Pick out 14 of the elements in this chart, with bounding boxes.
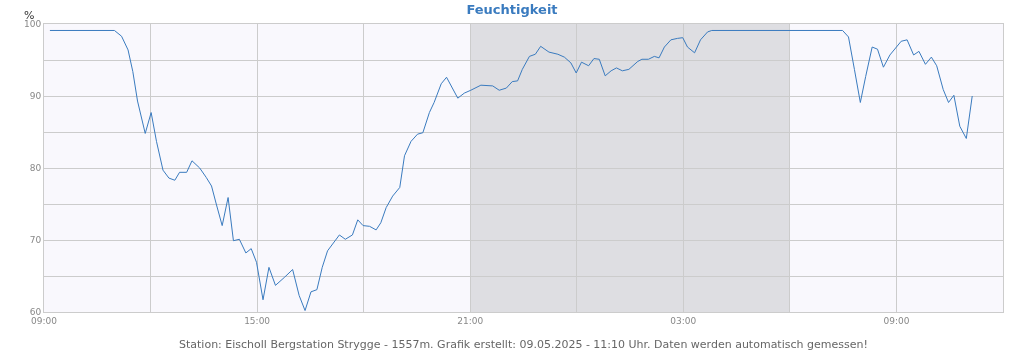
x-tick-label: 09:00 (31, 315, 58, 326)
line-series (49, 29, 973, 312)
y-tick-label: 70 (29, 235, 42, 246)
text: Station: Eischoll Bergstation Strygge - 1557m. Grafik erstellt: 09.05.2025 - 11:10 Uhr. Daten werden automatisch gemessen! (179, 338, 868, 350)
y-tick-label: 60 (29, 307, 42, 318)
x-tick-label: 09:00 (883, 315, 910, 326)
y-tick-label: 90 (29, 91, 42, 102)
x-tick-label: 15:00 (244, 315, 271, 326)
y-tick-label: 100 (24, 19, 42, 30)
y-tick-label: 80 (29, 163, 42, 174)
x-tick-label: 21:00 (457, 315, 484, 326)
x-tick-label: 03:00 (670, 315, 697, 326)
y-axis-title: % (24, 9, 35, 22)
chart-title: Feuchtigkeit (466, 2, 558, 18)
